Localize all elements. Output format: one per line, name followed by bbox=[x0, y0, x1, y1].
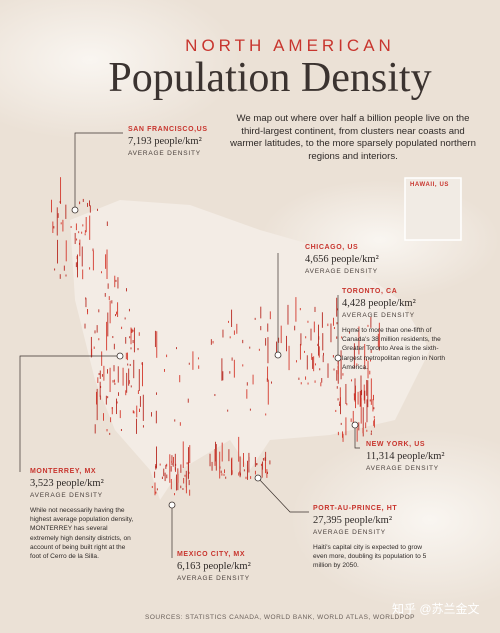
city-name: PORT-AU-PRINCE, HT bbox=[313, 505, 398, 512]
city-dots bbox=[71, 206, 359, 509]
city-name: MEXICO CITY, MX bbox=[177, 551, 246, 558]
city-name: TORONTO, CA bbox=[342, 288, 398, 295]
city-name: MONTERREY, MX bbox=[30, 468, 97, 475]
inset-label: HAWAII, US bbox=[410, 182, 450, 188]
watermark: 知乎 @苏兰金文 bbox=[392, 602, 480, 616]
leader-lines bbox=[19, 132, 360, 558]
city-name: SAN FRANCISCO,US bbox=[128, 126, 208, 133]
city-note: While not necessarily having the highest… bbox=[30, 507, 134, 561]
city-caption: AVERAGE DENSITY bbox=[128, 150, 201, 157]
city-density: 7,193 people/km² bbox=[128, 136, 202, 147]
city-caption: AVERAGE DENSITY bbox=[177, 575, 250, 582]
city-caption: AVERAGE DENSITY bbox=[313, 529, 386, 536]
kicker: NORTH AMERICAN bbox=[185, 36, 395, 55]
city-name: CHICAGO, US bbox=[305, 244, 359, 251]
city-note: Haiti's capital city is expected to grow… bbox=[313, 544, 427, 570]
city-note: Home to more than one-fifth of Canada's … bbox=[342, 327, 445, 371]
city-name: NEW YORK, US bbox=[366, 441, 426, 448]
city-caption: AVERAGE DENSITY bbox=[30, 492, 103, 499]
city-density: 11,314 people/km² bbox=[366, 451, 445, 462]
city-density: 4,428 people/km² bbox=[342, 298, 416, 309]
title: Population Density bbox=[108, 55, 432, 101]
intro: We map out where over half a billion peo… bbox=[230, 113, 476, 162]
land bbox=[70, 200, 430, 500]
hawaii-inset bbox=[404, 177, 462, 241]
city-density: 3,523 people/km² bbox=[30, 478, 104, 489]
density-spikes bbox=[51, 177, 380, 496]
city-density: 6,163 people/km² bbox=[177, 561, 251, 572]
city-caption: AVERAGE DENSITY bbox=[342, 312, 415, 319]
city-caption: AVERAGE DENSITY bbox=[305, 268, 378, 275]
city-density: 27,395 people/km² bbox=[313, 515, 392, 526]
city-caption: AVERAGE DENSITY bbox=[366, 465, 439, 472]
city-density: 4,656 people/km² bbox=[305, 254, 379, 265]
sources: SOURCES: STATISTICS CANADA, WORLD BANK, … bbox=[145, 614, 415, 621]
